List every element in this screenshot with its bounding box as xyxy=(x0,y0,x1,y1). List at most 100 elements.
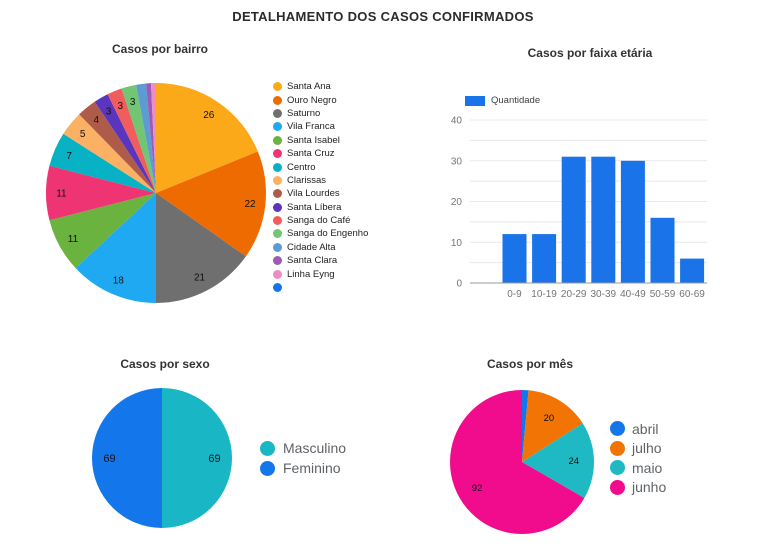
pie-slice[interactable] xyxy=(449,390,585,534)
legend-color-dot xyxy=(273,189,282,199)
legend-item: abril xyxy=(610,419,666,439)
pie-slice[interactable] xyxy=(92,388,162,528)
legend-color-dot xyxy=(273,256,282,266)
legend-item-label: Vila Franca xyxy=(287,121,335,133)
slice-label: 18 xyxy=(113,275,125,286)
slice-label: 22 xyxy=(244,199,256,210)
pie-slice[interactable] xyxy=(156,193,246,303)
faixa-etaria-legend: Quantidade xyxy=(465,95,540,106)
mes-legend: abril julho maio junho xyxy=(610,419,666,497)
bar[interactable] xyxy=(591,156,616,283)
slice-label: 24 xyxy=(569,456,580,467)
pie-slice[interactable] xyxy=(522,390,583,462)
slice-label: 11 xyxy=(56,189,67,200)
legend-item-label: Santa Isabel xyxy=(287,134,340,146)
legend-item: Sanga do Café xyxy=(273,214,368,227)
legend-color-dot xyxy=(273,108,282,118)
legend-color-dot xyxy=(273,149,282,159)
pie-slice[interactable] xyxy=(79,101,156,193)
legend-item: Masculino xyxy=(260,438,346,458)
slice-label: 3 xyxy=(106,107,112,118)
legend-label: Quantidade xyxy=(491,95,541,106)
legend-color-dot xyxy=(273,135,282,145)
pie-slice[interactable] xyxy=(522,390,529,462)
legend-color-dot xyxy=(610,440,625,456)
legend-item: Santa Cruz xyxy=(273,147,368,160)
pie-slice[interactable] xyxy=(75,193,156,303)
faixa-etaria-chart-title: Casos por faixa etária xyxy=(527,46,653,60)
pie-slice[interactable] xyxy=(156,151,266,257)
slice-label: 5 xyxy=(80,129,86,140)
legend-color-dot xyxy=(273,95,282,105)
slice-label: 69 xyxy=(208,453,220,465)
bar[interactable] xyxy=(561,156,586,283)
legend-item-label: Centro xyxy=(287,161,316,173)
legend-color-dot xyxy=(273,122,282,132)
pie-slice[interactable] xyxy=(107,88,156,193)
y-tick-label: 10 xyxy=(451,238,463,249)
pie-slice[interactable] xyxy=(156,83,258,193)
slice-label: 21 xyxy=(194,273,206,284)
x-tick-label: 30-39 xyxy=(591,289,617,300)
pie-slice[interactable] xyxy=(45,165,157,221)
legend-item: Santa Líbera xyxy=(273,201,368,214)
legend-color-dot xyxy=(260,440,275,456)
legend-item: Linha Eyng xyxy=(273,267,368,280)
bar[interactable] xyxy=(502,234,527,283)
legend-color-dot xyxy=(610,460,625,476)
page-title: DETALHAMENTO DOS CASOS CONFIRMADOS xyxy=(232,9,534,24)
legend-item: maio xyxy=(610,458,666,478)
legend-item-label: Santa Ana xyxy=(287,81,331,93)
slice-label: 26 xyxy=(203,110,215,121)
bar[interactable] xyxy=(680,258,705,284)
pie-slice[interactable] xyxy=(49,133,156,193)
legend-item: Cidade Alta xyxy=(273,241,368,254)
legend-item: Vila Franca xyxy=(273,120,368,133)
legend-item-label: Sanga do Café xyxy=(287,215,351,227)
pie-slice[interactable] xyxy=(150,82,156,193)
pie-slice[interactable] xyxy=(136,83,156,193)
x-tick-label: 20-29 xyxy=(561,289,587,300)
legend-item-label: Sanga do Engenho xyxy=(287,228,369,240)
slice-label: 3 xyxy=(130,97,136,108)
mes-pie-chart: 20 24 92 xyxy=(449,390,594,534)
legend-color-dot xyxy=(273,269,282,279)
legend-color-dot xyxy=(273,229,282,239)
slice-label: 92 xyxy=(472,483,483,494)
legend-item: Centro xyxy=(273,160,368,173)
bar[interactable] xyxy=(620,160,645,284)
legend-item: Clarissas xyxy=(273,174,368,187)
y-tick-label: 30 xyxy=(451,156,463,167)
bar[interactable] xyxy=(650,217,675,283)
slice-label: 7 xyxy=(66,151,72,162)
legend-color-dot xyxy=(273,242,282,252)
pie-slice[interactable] xyxy=(49,193,156,269)
pie-slice[interactable] xyxy=(63,114,157,193)
legend-item: Santa Ana xyxy=(273,80,368,93)
legend-color-dot xyxy=(273,175,282,185)
y-tick-label: 20 xyxy=(451,197,463,208)
legend-item: junho xyxy=(610,478,666,498)
bar[interactable] xyxy=(532,234,557,283)
pie-slice[interactable] xyxy=(162,388,232,528)
legend-item: Sanga do Engenho xyxy=(273,227,368,240)
pie-slice[interactable] xyxy=(146,83,156,193)
sexo-pie-chart: 69 69 xyxy=(92,388,232,528)
bairro-chart-title: Casos por bairro xyxy=(111,42,209,56)
legend-item-label: maio xyxy=(632,459,663,476)
sexo-legend: Masculino Feminino xyxy=(260,438,346,478)
legend-item: Ouro Negro xyxy=(273,93,368,106)
legend-color-dot xyxy=(273,82,282,92)
y-tick-label: 0 xyxy=(456,279,462,290)
pie-slice[interactable] xyxy=(522,423,594,498)
legend-color-dot xyxy=(273,216,282,226)
sexo-chart-title: Casos por sexo xyxy=(120,357,210,371)
pie-slice[interactable] xyxy=(94,94,156,193)
legend-color-dot xyxy=(260,460,275,476)
legend-item-label: Vila Lourdes xyxy=(287,188,340,200)
legend-item: julho xyxy=(610,439,666,459)
legend-item-label: Ouro Negro xyxy=(287,94,337,106)
slice-label: 20 xyxy=(544,413,555,424)
pie-slice[interactable] xyxy=(121,84,156,193)
